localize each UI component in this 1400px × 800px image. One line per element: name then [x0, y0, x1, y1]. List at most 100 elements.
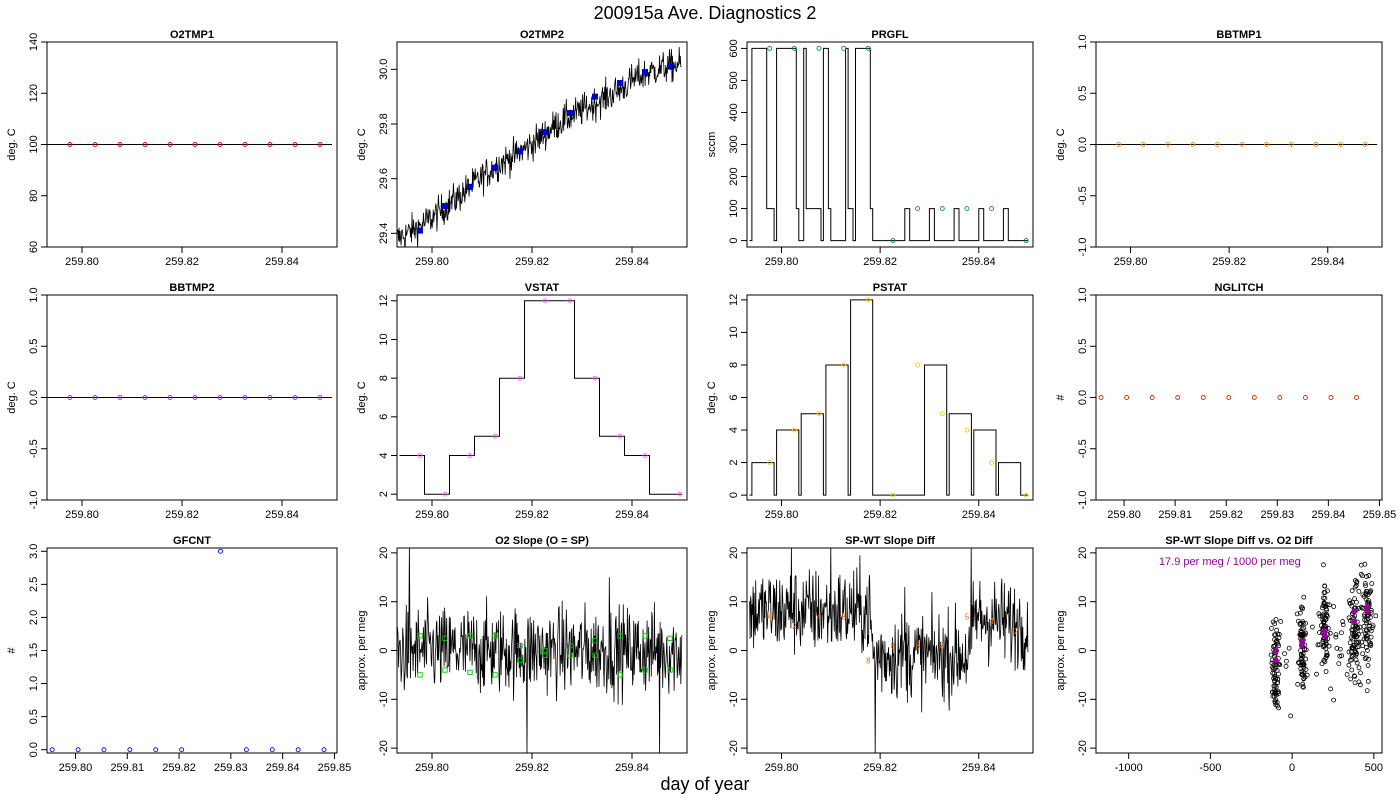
- data-point: [567, 298, 573, 304]
- x-tick-label: 259.84: [1312, 509, 1346, 521]
- data-point: [1296, 660, 1301, 665]
- data-point: [1321, 613, 1327, 618]
- data-point: [1352, 680, 1358, 686]
- data-point: [179, 747, 185, 753]
- series-line-1: [749, 548, 1029, 753]
- data-point: [1369, 625, 1375, 631]
- data-point: [1365, 679, 1371, 684]
- data-point: [75, 747, 81, 753]
- data-point: [67, 395, 73, 400]
- data-point: [1321, 562, 1326, 568]
- x-tick-label: 259.85: [1363, 509, 1397, 521]
- data-point: [317, 395, 323, 400]
- x-tick-label: 259.85: [318, 762, 352, 774]
- data-point: [117, 142, 123, 147]
- y-tick-label: 6: [728, 394, 740, 400]
- data-point: [1282, 651, 1287, 656]
- fit-point: [1364, 603, 1371, 610]
- data-point: [1358, 628, 1364, 634]
- data-point: [1333, 632, 1339, 637]
- y-tick-label: -1.0: [1077, 491, 1089, 510]
- y-tick-label: 1.0: [1077, 287, 1089, 302]
- data-point: [1323, 606, 1329, 612]
- data-point: [1272, 683, 1278, 689]
- y-tick-label: 4: [378, 452, 390, 458]
- panel-4: BBTMP1 deg. C 259.80 259.82 259.84 -1.0 -0.5 0.…: [1055, 29, 1383, 268]
- data-point: [642, 633, 648, 639]
- x-tick-label: 259.83: [214, 762, 248, 774]
- data-point: [492, 633, 498, 639]
- y-tick-label: 0.5: [28, 709, 40, 724]
- x-tick-label: 259.84: [265, 509, 299, 521]
- y-tick-label: 1.0: [28, 676, 40, 691]
- plot-area: [49, 548, 327, 753]
- data-point: [1286, 645, 1292, 651]
- x-axis: 259.80 259.82 259.84: [765, 246, 996, 268]
- data-point: [517, 148, 523, 155]
- data-point: [964, 206, 970, 212]
- panel-8: NGLITCH#259.80 259.81 259.82 259.83 259.84 25…: [1055, 282, 1396, 521]
- data-point: [1300, 620, 1306, 626]
- data-point: [989, 460, 995, 466]
- data-point: [1349, 667, 1355, 673]
- data-point: [592, 93, 598, 100]
- plot-area: [749, 297, 1029, 498]
- data-point: [542, 129, 548, 136]
- y-tick-label: 0.0: [28, 390, 40, 405]
- data-point: [1368, 628, 1374, 634]
- data-point: [1363, 635, 1369, 641]
- data-markers: [417, 298, 683, 497]
- panel-6: VSTAT deg. C 259.80 259.82 259.84 2 4 6 8 10 12: [356, 282, 688, 521]
- data-point: [767, 45, 773, 51]
- x-tick-label: 259.84: [962, 509, 996, 521]
- data-point: [142, 142, 148, 147]
- data-point: [791, 45, 797, 51]
- data-point: [1023, 492, 1029, 498]
- y-axis: 0 2 4 6 8 10 12: [728, 294, 747, 498]
- data-point: [939, 411, 945, 417]
- x-axis: 259.80 259.82 259.84: [765, 752, 996, 774]
- slope-annotation: 17.9 per meg / 1000 per meg: [1159, 556, 1301, 568]
- data-point: [816, 45, 822, 51]
- y-tick-label: 0: [378, 647, 390, 653]
- data-point: [442, 635, 448, 641]
- data-point: [1317, 630, 1322, 635]
- data-point: [1274, 640, 1280, 645]
- y-axis: 0.0 0.5 1.0 1.5 2.0 2.5 3.0: [28, 544, 47, 757]
- data-point: [1346, 662, 1352, 668]
- data-point: [915, 206, 921, 212]
- fit-point: [1321, 627, 1328, 634]
- data-point: [1299, 671, 1305, 677]
- x-tick-label: 259.82: [863, 509, 897, 521]
- data-point: [915, 362, 921, 368]
- data-point: [989, 206, 995, 212]
- data-point: [1321, 619, 1326, 625]
- x-tick-label: 259.82: [162, 762, 196, 774]
- data-point: [1322, 583, 1328, 589]
- data-point: [1277, 395, 1283, 400]
- y-tick-label: -1.0: [1077, 238, 1089, 257]
- y-tick-label: -10: [728, 691, 740, 707]
- x-tick-label: 259.84: [266, 762, 300, 774]
- data-point: [49, 747, 55, 753]
- x-tick-label: 259.84: [265, 256, 299, 268]
- data-point: [1364, 574, 1370, 579]
- data-point: [417, 672, 423, 678]
- data-point: [417, 227, 423, 234]
- panel-title: SP-WT Slope Diff vs. O2 Diff: [1165, 535, 1313, 547]
- y-axis: -20 -10 0 10 20: [378, 547, 397, 756]
- data-point: [1352, 584, 1358, 590]
- y-axis: -20 -10 0 10 20: [728, 547, 747, 756]
- data-point: [1300, 681, 1306, 687]
- data-point: [1325, 625, 1331, 631]
- data-point: [1271, 671, 1277, 677]
- data-point: [1365, 663, 1371, 668]
- data-point: [1283, 663, 1289, 669]
- y-axis-label: #: [1055, 394, 1067, 401]
- y-tick-label: 10: [378, 596, 390, 608]
- data-point: [1303, 656, 1309, 662]
- data-point: [1366, 620, 1372, 626]
- data-point: [467, 183, 473, 190]
